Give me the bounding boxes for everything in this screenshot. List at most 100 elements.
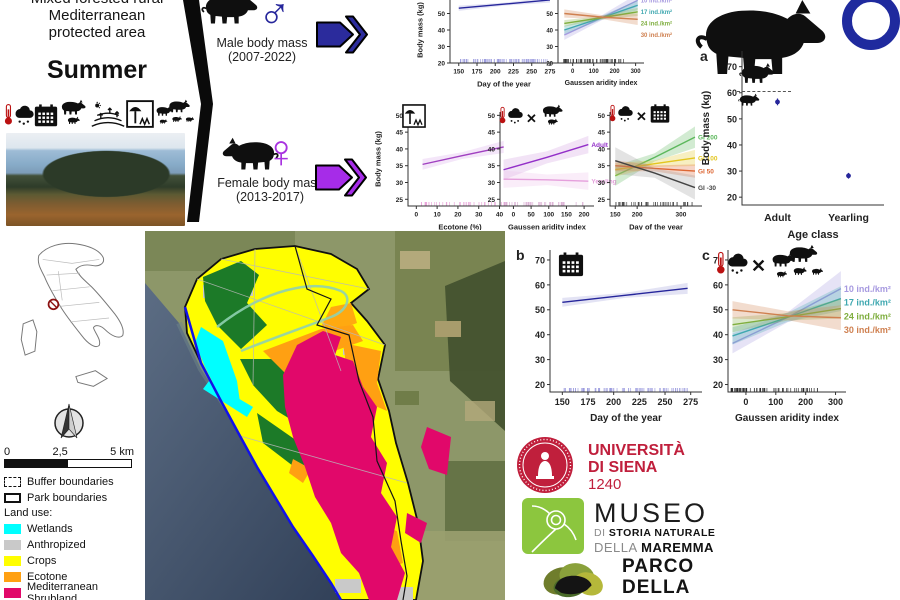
svg-text:20: 20 — [713, 380, 723, 390]
climate-x-calendar-icon: ✕ — [609, 104, 670, 129]
svg-text:17 ind./km²: 17 ind./km² — [844, 298, 891, 308]
svg-text:30 ind./km²: 30 ind./km² — [641, 32, 672, 39]
svg-text:17 ind./km²: 17 ind./km² — [641, 9, 672, 16]
svg-text:175: 175 — [472, 69, 483, 76]
boar-ageclass-icon — [540, 104, 566, 133]
solid-swatch — [4, 493, 21, 503]
interaction-cross-icon: ✕ — [751, 256, 767, 276]
scalebar — [4, 459, 132, 468]
svg-text:30: 30 — [727, 166, 737, 176]
svg-text:40: 40 — [496, 212, 504, 219]
svg-text:50: 50 — [527, 212, 535, 219]
svg-text:225: 225 — [508, 69, 519, 76]
chart-panel-c-gaussen: c 20 30 40 50 60 70 0 100 200 300 Gaussen aridity i… — [700, 236, 900, 426]
svg-text:30 ind./km²: 30 ind./km² — [844, 325, 891, 335]
museo-line3-pre: DELLA — [594, 540, 637, 555]
climate-icon — [4, 103, 34, 133]
boundary-label: Park boundaries — [27, 492, 108, 504]
svg-text:25: 25 — [396, 197, 404, 204]
landuse-legend-row: Anthropized — [4, 537, 144, 553]
svg-text:225: 225 — [632, 397, 647, 407]
chart-male-gaussen: 20 30 40 50 60 0 100 200 300 Gaussen aridity inde… — [538, 0, 688, 93]
svg-text:40: 40 — [598, 146, 606, 153]
svg-text:100: 100 — [768, 397, 783, 407]
boundary-legend: Buffer boundaries Park boundaries — [4, 474, 144, 506]
svg-text:50: 50 — [396, 113, 404, 120]
parco-logo-text: PARCO DELLA — [622, 556, 694, 598]
interaction-cross-icon: ✕ — [636, 109, 647, 124]
svg-text:70: 70 — [727, 62, 737, 72]
landuse-swatch — [4, 588, 21, 598]
male-section-title: Male body mass (2007-2022) — [206, 36, 318, 64]
ecotone-icon — [402, 104, 426, 133]
climate-icon — [499, 106, 523, 131]
svg-text:200: 200 — [490, 69, 501, 76]
female-years-text: (2013-2017) — [235, 190, 305, 204]
svg-text:50: 50 — [546, 12, 553, 18]
dashed-swatch — [4, 477, 21, 487]
svg-text:GI 200: GI 200 — [698, 135, 718, 142]
ageclass-boars-icon — [737, 62, 793, 112]
svg-text:30: 30 — [488, 180, 496, 187]
svg-text:175: 175 — [580, 397, 595, 407]
svg-text:60: 60 — [438, 0, 446, 1]
museo-line2-bold: STORIA NATURALE — [608, 527, 716, 539]
svg-text:c: c — [702, 247, 710, 263]
svg-text:Day of the year: Day of the year — [477, 79, 531, 88]
svg-text:40: 40 — [727, 140, 737, 150]
landuse-swatch — [4, 572, 21, 582]
unisi-line2: DI SIENA — [588, 459, 658, 476]
coast-boundary — [183, 306, 343, 600]
svg-text:0: 0 — [743, 397, 748, 407]
parco-line2: DELLA — [622, 577, 691, 598]
chart-female-ecotone: 25 30 35 40 45 50 Body mass (kg) 0 10 20 30 40 Ecoto… — [372, 106, 520, 231]
svg-text:275: 275 — [683, 397, 698, 407]
study-area-title: Mixed forested rural Mediterranean prote… — [6, 0, 188, 41]
predictor-icon-row — [4, 99, 195, 133]
svg-text:250: 250 — [658, 397, 673, 407]
svg-text:60: 60 — [535, 280, 545, 290]
calendar-icon — [34, 104, 58, 133]
svg-text:Ecotone (%): Ecotone (%) — [438, 222, 482, 230]
landuse-legend-row: Crops — [4, 553, 144, 569]
female-flow-arrow-icon — [315, 156, 367, 204]
boar-density-icon — [769, 244, 824, 288]
climate-x-boar-icon: ✕ — [499, 104, 566, 133]
svg-text:Gaussen aridity index: Gaussen aridity index — [508, 222, 587, 230]
svg-text:Yearling: Yearling — [591, 179, 616, 186]
unisi-line3: 1240 — [588, 476, 622, 493]
parco-logo-mark — [543, 563, 603, 598]
parco-animal — [554, 575, 592, 595]
svg-text:35: 35 — [598, 163, 606, 170]
svg-text:Day of the year: Day of the year — [590, 413, 662, 424]
svg-text:150: 150 — [555, 397, 570, 407]
svg-text:40: 40 — [546, 28, 553, 34]
svg-text:Age class: Age class — [787, 229, 838, 241]
museo-line1: MUSEO — [594, 498, 709, 528]
svg-text:200: 200 — [798, 397, 813, 407]
svg-text:40: 40 — [438, 27, 446, 34]
svg-text:24 ind./km²: 24 ind./km² — [641, 21, 672, 28]
svg-text:100: 100 — [543, 212, 554, 219]
buffer-boundary — [294, 245, 408, 600]
landuse-label: Wetlands — [27, 523, 73, 535]
museo-logo-mark — [522, 498, 584, 554]
male-years-text: (2007-2022) — [227, 50, 297, 64]
roads — [196, 245, 408, 484]
svg-text:30: 30 — [396, 180, 404, 187]
svg-text:Day of the year: Day of the year — [629, 222, 683, 230]
landuse-legend: Wetlands Anthropized Crops Ecotone Mediterra… — [4, 521, 144, 600]
svg-text:40: 40 — [488, 146, 496, 153]
svg-text:300: 300 — [828, 397, 843, 407]
svg-text:300: 300 — [631, 69, 642, 75]
svg-text:GI 50: GI 50 — [698, 169, 714, 176]
region-borders — [42, 259, 110, 323]
svg-text:50: 50 — [535, 305, 545, 315]
svg-text:40: 40 — [396, 146, 404, 153]
svg-text:200: 200 — [632, 212, 643, 219]
italy-outline — [37, 242, 124, 348]
svg-text:30: 30 — [438, 44, 446, 51]
museo-logo-text: MUSEO DI STORIA NATURALE DELLA MAREMMA — [594, 499, 715, 555]
svg-text:50: 50 — [727, 114, 737, 124]
